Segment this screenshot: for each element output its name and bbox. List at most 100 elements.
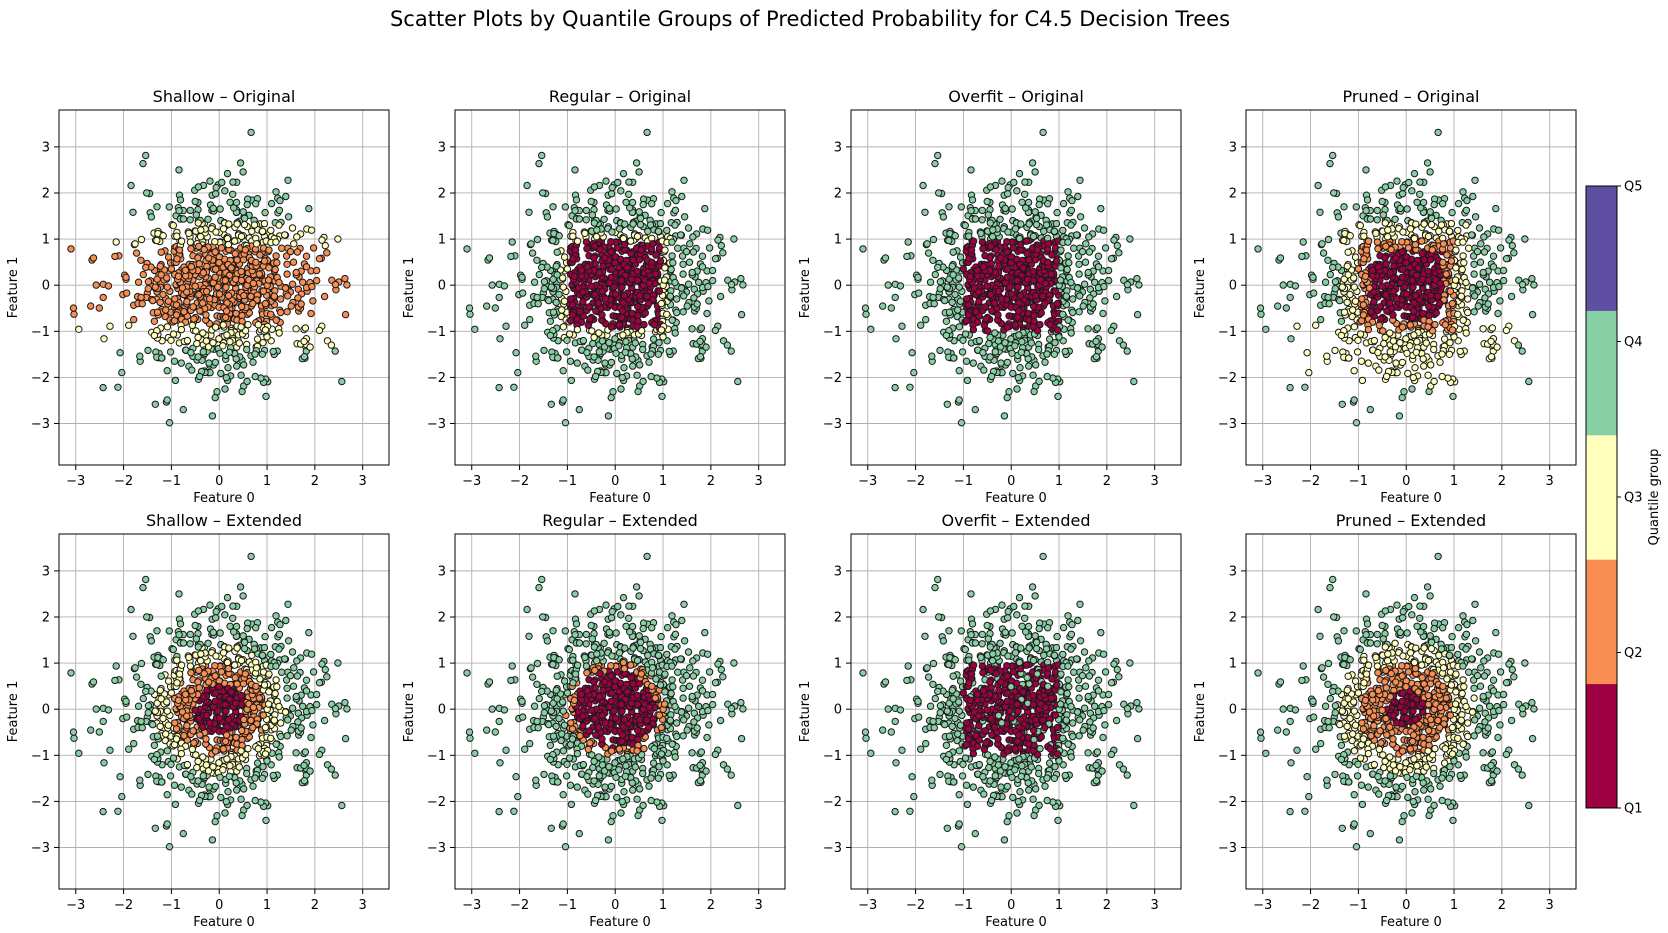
point-q3 — [1437, 221, 1446, 229]
point-q4 — [910, 368, 918, 377]
point-q3 — [288, 224, 297, 232]
point-q4 — [239, 592, 247, 600]
point-q4 — [689, 248, 698, 256]
point-q4 — [233, 362, 241, 370]
point-q4 — [1470, 270, 1478, 278]
point-q4 — [1462, 206, 1471, 215]
point-q4 — [587, 197, 595, 206]
point-q2 — [164, 253, 173, 261]
point-q3 — [1419, 355, 1427, 363]
point-q1 — [1014, 307, 1023, 315]
point-q4 — [143, 189, 151, 197]
point-q4 — [169, 645, 178, 654]
point-q4 — [1110, 236, 1118, 244]
x-tick-label: −1 — [558, 474, 577, 489]
point-q4 — [191, 621, 199, 630]
point-q4 — [186, 206, 195, 215]
point-q3 — [252, 240, 261, 248]
point-q4 — [1331, 278, 1340, 286]
point-q4 — [955, 274, 963, 282]
point-q3 — [177, 749, 186, 758]
point-q4 — [307, 650, 316, 658]
point-q4 — [672, 196, 680, 205]
point-q4 — [320, 716, 329, 725]
point-q3 — [173, 232, 181, 240]
point-q4 — [258, 774, 267, 782]
point-q2 — [196, 307, 204, 315]
point-q1 — [623, 264, 631, 272]
point-q2 — [272, 252, 280, 260]
point-q4 — [540, 278, 549, 286]
point-q1 — [633, 323, 641, 331]
point-q3 — [1399, 228, 1407, 236]
x-tick-label: 3 — [359, 474, 367, 489]
point-q3 — [318, 236, 326, 244]
x-axis-label: Feature 0 — [1380, 491, 1442, 506]
point-q1 — [1378, 282, 1386, 290]
point-q2 — [122, 273, 130, 281]
point-q4 — [612, 205, 620, 213]
point-q4 — [224, 364, 232, 372]
point-q4 — [936, 278, 945, 286]
point-q2 — [130, 315, 138, 324]
y-axis-label: Feature 1 — [798, 257, 813, 319]
point-q1 — [645, 279, 654, 288]
point-q4 — [1065, 259, 1073, 267]
point-q4 — [306, 767, 314, 775]
point-q4 — [1075, 270, 1083, 278]
point-q1 — [1013, 276, 1021, 285]
point-q4 — [144, 346, 152, 355]
point-q4 — [300, 761, 308, 770]
point-q4 — [1477, 240, 1485, 248]
point-q4 — [943, 283, 951, 291]
point-q4 — [1015, 331, 1023, 339]
point-q4 — [669, 259, 677, 267]
point-q3 — [1353, 348, 1362, 356]
point-q1 — [1398, 273, 1406, 281]
point-q4 — [631, 339, 639, 347]
point-q2 — [1398, 238, 1406, 246]
point-q4 — [1396, 204, 1405, 213]
point-q4 — [546, 317, 555, 325]
point-q4 — [1133, 310, 1142, 319]
point-q3 — [177, 325, 186, 334]
point-q2 — [183, 722, 191, 730]
point-q3 — [253, 335, 262, 343]
point-q2 — [149, 296, 157, 305]
point-q4 — [532, 352, 540, 360]
point-q3 — [560, 253, 569, 261]
point-q4 — [908, 349, 916, 357]
point-q4 — [1337, 317, 1346, 325]
point-q2 — [312, 266, 321, 275]
point-q1 — [1399, 265, 1407, 273]
point-q2 — [195, 260, 204, 268]
point-q4 — [1016, 364, 1024, 372]
point-q1 — [584, 321, 592, 329]
point-q1 — [567, 295, 575, 303]
y-tick-label: 3 — [42, 140, 50, 155]
point-q4 — [739, 281, 747, 289]
y-tick-label: −2 — [31, 371, 50, 386]
point-q2 — [297, 300, 305, 308]
point-q4 — [666, 292, 674, 300]
y-tick-label: 1 — [42, 233, 50, 248]
point-q4 — [211, 358, 220, 367]
subplot-title: Shallow – Original — [153, 87, 296, 106]
point-q2 — [1448, 326, 1457, 334]
point-q4 — [165, 419, 174, 427]
point-q3 — [1351, 297, 1360, 305]
point-q2 — [217, 244, 226, 252]
point-q4 — [1043, 372, 1051, 381]
point-q3 — [1303, 349, 1311, 357]
point-q4 — [696, 353, 705, 361]
point-q4 — [613, 369, 621, 378]
point-q4 — [955, 367, 963, 375]
point-q4 — [962, 357, 971, 365]
point-q3 — [235, 763, 244, 771]
point-q3 — [1424, 232, 1433, 241]
point-q2 — [144, 285, 153, 293]
point-q4 — [186, 640, 194, 648]
point-q4 — [521, 321, 529, 329]
point-q1 — [1022, 237, 1031, 245]
point-q1 — [576, 308, 584, 316]
